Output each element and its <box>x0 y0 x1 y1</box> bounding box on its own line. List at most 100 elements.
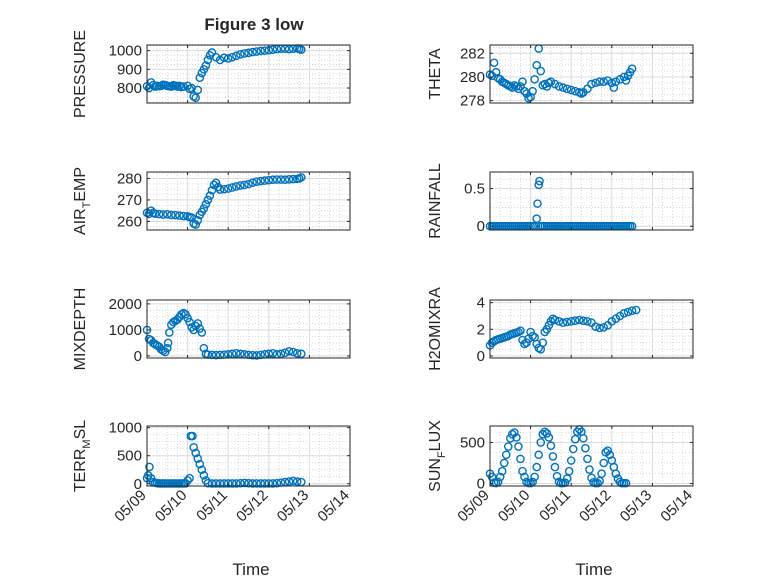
data-point <box>240 49 249 58</box>
y-tick-label: 278 <box>460 93 485 110</box>
data-point <box>223 479 233 488</box>
data-point <box>227 183 237 192</box>
data-point <box>583 454 592 464</box>
y-tick-label: 0 <box>134 348 142 365</box>
data-point <box>219 184 229 194</box>
data-point <box>165 328 174 337</box>
data-point <box>520 472 529 482</box>
data-point <box>503 442 513 451</box>
data-point <box>252 177 261 186</box>
axes-frame <box>146 171 351 231</box>
data-point <box>499 458 509 468</box>
data-point <box>587 473 596 483</box>
x-tick-label: 05/11 <box>193 487 231 525</box>
data-point <box>199 343 209 353</box>
data-point <box>579 316 588 325</box>
data-point <box>595 77 604 86</box>
data-point <box>203 478 213 488</box>
y-tick-label: 280 <box>117 170 142 187</box>
x-axis-label-right: Time <box>575 560 612 579</box>
data-point <box>530 472 539 482</box>
y-tick-label: 500 <box>460 434 485 451</box>
data-point <box>284 175 294 184</box>
y-tick-label: 800 <box>117 80 142 97</box>
data-point <box>288 174 298 184</box>
data-point <box>516 454 525 464</box>
data-point <box>193 85 203 95</box>
axes-frame <box>489 171 694 231</box>
axes-frame <box>489 425 694 487</box>
data-point <box>191 448 201 458</box>
data-point <box>185 473 194 483</box>
data-point <box>631 305 641 315</box>
data-point <box>248 47 257 57</box>
x-tick-label: 05/14 <box>314 487 353 526</box>
data-point <box>501 450 511 460</box>
data-point <box>536 66 546 76</box>
x-tick-label: 05/10 <box>495 487 534 526</box>
data-point <box>201 199 211 209</box>
data-point <box>512 82 521 91</box>
data-point <box>260 46 270 55</box>
data-point <box>272 44 282 54</box>
data-point <box>244 478 253 488</box>
data-point <box>593 478 602 488</box>
data-point <box>538 338 548 347</box>
data-point <box>177 310 186 319</box>
data-point <box>188 431 197 441</box>
data-point <box>508 83 517 92</box>
data-point <box>528 86 537 96</box>
data-point <box>162 210 172 219</box>
data-point <box>518 77 527 86</box>
data-point <box>532 462 541 472</box>
data-point <box>236 349 245 359</box>
data-point <box>248 479 257 488</box>
data-point <box>256 176 265 186</box>
data-point <box>211 178 221 188</box>
data-point <box>296 173 306 182</box>
data-point <box>292 349 302 358</box>
data-point <box>236 50 245 59</box>
data-point <box>158 210 168 219</box>
data-point <box>199 471 209 480</box>
x-tick-label: 05/13 <box>617 487 656 526</box>
data-point <box>288 347 298 357</box>
data-point <box>248 350 257 360</box>
data-point <box>195 459 205 469</box>
data-point <box>244 48 253 58</box>
data-point <box>607 78 617 88</box>
data-point <box>215 479 225 488</box>
y-tick-label: 260 <box>117 213 142 230</box>
data-point <box>534 343 544 353</box>
data-point <box>150 209 160 218</box>
y-tick-label: 0 <box>477 348 485 365</box>
data-point <box>197 328 207 337</box>
data-point <box>244 179 253 189</box>
y-tick-label: 2 <box>477 321 485 338</box>
y-tick-label: 0 <box>134 476 142 493</box>
data-point <box>566 317 576 326</box>
data-point <box>562 84 572 94</box>
data-point <box>536 438 546 447</box>
data-point <box>205 191 215 200</box>
data-point <box>227 52 237 62</box>
data-point <box>268 349 278 358</box>
data-point <box>264 175 274 185</box>
data-point <box>163 338 173 348</box>
data-point <box>572 427 582 437</box>
data-point <box>599 458 608 468</box>
data-point <box>260 176 270 185</box>
y-axis-label: H2OMIXRA <box>427 287 444 371</box>
data-point <box>597 469 606 478</box>
data-point <box>514 327 523 337</box>
data-point <box>276 175 286 184</box>
subplot-8: 0 500 05/09 05/10 05/11 05/12 05/13 05/14 SUNFLU… <box>427 420 696 526</box>
data-point <box>195 73 205 83</box>
data-point <box>296 349 306 359</box>
data-point <box>495 472 505 482</box>
data-point <box>570 316 580 325</box>
data-point <box>209 180 219 190</box>
subplot-6: 0 2 4 H2OMIXRA <box>427 287 694 371</box>
x-axis-label-left: Time <box>232 560 269 579</box>
